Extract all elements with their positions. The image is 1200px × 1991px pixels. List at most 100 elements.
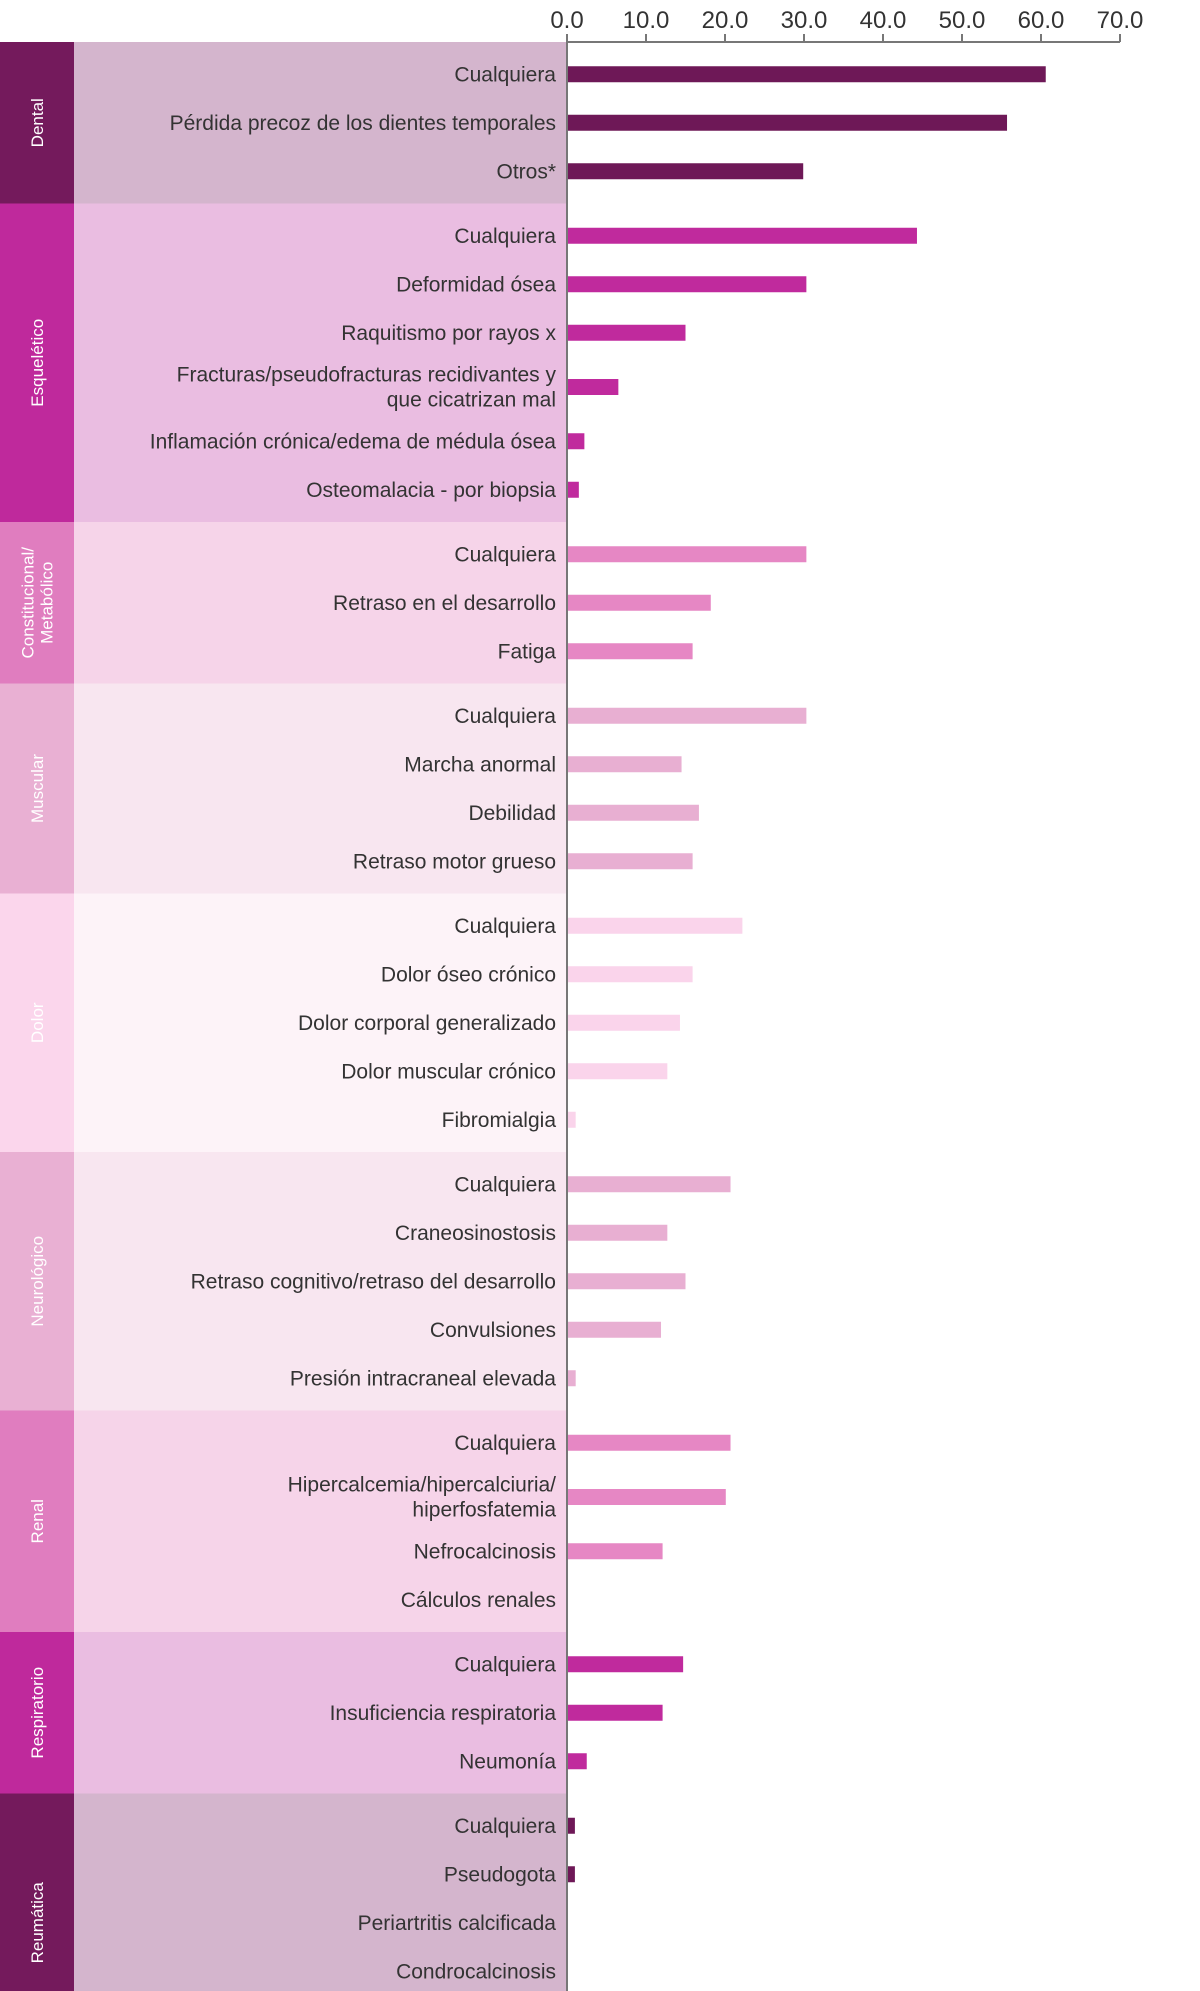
category-label: Cualquiera bbox=[454, 1173, 556, 1196]
bar bbox=[567, 853, 693, 870]
bar bbox=[567, 163, 804, 180]
category-label: Debilidad bbox=[468, 802, 556, 825]
x-tick-label: 30.0 bbox=[781, 7, 828, 34]
group-background bbox=[74, 893, 567, 1152]
bars bbox=[567, 66, 1046, 1883]
bar bbox=[567, 1656, 684, 1673]
bar bbox=[567, 276, 807, 293]
category-label: Cualquiera bbox=[454, 1432, 556, 1455]
group-band bbox=[0, 1793, 74, 1991]
category-label: Cualquiera bbox=[454, 705, 556, 728]
category-labels: Dental Cualquiera Pérdida precoz de los di… bbox=[19, 63, 557, 1983]
bar bbox=[567, 546, 807, 563]
bar bbox=[567, 379, 619, 395]
group-background bbox=[74, 203, 567, 522]
group-backgrounds bbox=[0, 42, 567, 1991]
category-label: Dolor corporal generalizado bbox=[298, 1012, 556, 1035]
category-label: Neumonía bbox=[459, 1750, 556, 1773]
x-tick-label: 70.0 bbox=[1097, 7, 1144, 34]
group-band bbox=[0, 683, 74, 894]
group-label: Reumática bbox=[28, 1882, 47, 1964]
group-label: Neurológico bbox=[28, 1236, 47, 1327]
category-label: Retraso cognitivo/retraso del desarrollo bbox=[191, 1270, 556, 1293]
category-label: Retraso motor grueso bbox=[353, 850, 556, 873]
bar bbox=[567, 1176, 731, 1193]
category-label: Inflamación crónica/edema de médula ósea bbox=[150, 430, 557, 453]
bar bbox=[567, 594, 711, 611]
category-label: Convulsiones bbox=[430, 1319, 556, 1342]
bar bbox=[567, 1273, 686, 1290]
group-band bbox=[0, 42, 74, 204]
x-tick-label: 20.0 bbox=[702, 7, 749, 34]
bar bbox=[567, 707, 807, 724]
group-band bbox=[0, 1152, 74, 1411]
bar bbox=[567, 1434, 731, 1451]
bar bbox=[567, 433, 585, 450]
bar bbox=[567, 1111, 576, 1128]
bar bbox=[567, 481, 579, 498]
category-label: Cualquiera bbox=[454, 225, 556, 248]
group-label: Muscular bbox=[28, 754, 47, 823]
bar bbox=[567, 1866, 575, 1883]
category-label: Deformidad ósea bbox=[396, 273, 556, 296]
group-background bbox=[74, 1152, 567, 1411]
x-tick-label: 50.0 bbox=[939, 7, 986, 34]
bar bbox=[567, 1014, 680, 1031]
group-label: Dolor bbox=[28, 1002, 47, 1043]
category-label: Cualquiera bbox=[454, 1653, 556, 1676]
category-label: Condrocalcinosis bbox=[396, 1960, 556, 1983]
bar bbox=[567, 1753, 587, 1770]
group-background bbox=[74, 1793, 567, 1991]
bar bbox=[567, 227, 917, 244]
category-label: Otros* bbox=[496, 160, 556, 183]
group-band bbox=[0, 522, 74, 684]
group-background bbox=[74, 1632, 567, 1794]
bar bbox=[567, 1543, 663, 1560]
group-background bbox=[74, 1410, 567, 1632]
group-band bbox=[0, 1632, 74, 1794]
bar bbox=[567, 756, 682, 773]
category-label: Dolor óseo crónico bbox=[381, 963, 556, 986]
bar bbox=[567, 1224, 668, 1241]
category-label: Raquitismo por rayos x bbox=[341, 322, 556, 345]
bar bbox=[567, 324, 686, 341]
bar bbox=[567, 643, 693, 660]
group-band bbox=[0, 893, 74, 1152]
group-background bbox=[74, 522, 567, 684]
bar bbox=[567, 114, 1008, 131]
group-background bbox=[74, 42, 567, 204]
group-label: Esquelético bbox=[28, 319, 47, 407]
bar bbox=[567, 1063, 668, 1080]
category-label: Cálculos renales bbox=[401, 1589, 556, 1612]
group-band bbox=[0, 1410, 74, 1632]
category-label: Fibromialgia bbox=[442, 1109, 557, 1132]
bar bbox=[567, 966, 693, 983]
bar bbox=[567, 66, 1046, 83]
bar bbox=[567, 917, 743, 934]
bar bbox=[567, 1370, 576, 1387]
category-label: Fracturas/pseudofracturas recidivantes y… bbox=[177, 364, 557, 412]
x-axis: 0.0 10.0 20.0 30.0 40.0 50.0 60.0 70.0 bbox=[550, 7, 1143, 1991]
bar bbox=[567, 1321, 662, 1338]
group-label: Constitucional/Metabólico bbox=[19, 547, 57, 659]
bar bbox=[567, 804, 699, 821]
x-tick-label: 0.0 bbox=[550, 7, 583, 34]
category-label: Cualquiera bbox=[454, 543, 556, 566]
x-tick-label: 40.0 bbox=[860, 7, 907, 34]
category-label: Marcha anormal bbox=[404, 753, 556, 776]
x-tick-label: 60.0 bbox=[1018, 7, 1065, 34]
group-background bbox=[74, 683, 567, 894]
group-band bbox=[0, 203, 74, 522]
category-label: Presión intracraneal elevada bbox=[290, 1367, 556, 1390]
category-label: Retraso en el desarrollo bbox=[333, 592, 556, 615]
category-label: Insuficiencia respiratoria bbox=[330, 1702, 557, 1725]
bar bbox=[567, 1489, 726, 1505]
category-label: Cualquiera bbox=[454, 63, 556, 86]
group-label: Dental bbox=[28, 98, 47, 147]
group-label: Renal bbox=[28, 1499, 47, 1543]
bar bbox=[567, 1817, 575, 1834]
x-tick-label: 10.0 bbox=[623, 7, 670, 34]
category-label: Periartritis calcificada bbox=[358, 1912, 557, 1935]
bar bbox=[567, 1704, 663, 1721]
